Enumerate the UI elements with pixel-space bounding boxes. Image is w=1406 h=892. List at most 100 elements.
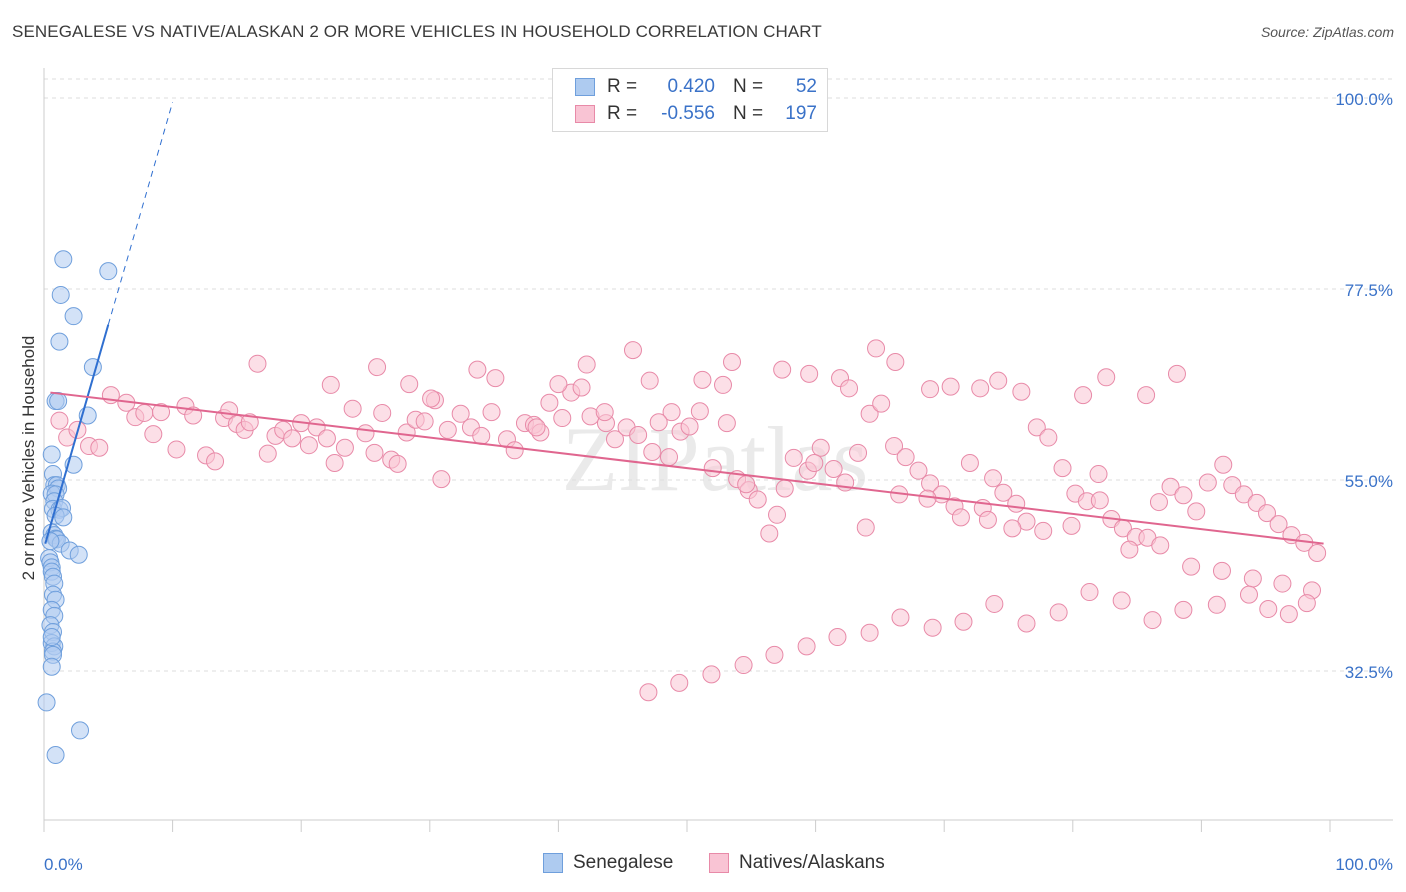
natives-point	[765, 645, 784, 664]
natives-point	[623, 341, 642, 360]
natives-point	[1257, 504, 1276, 523]
senegalese-point	[51, 285, 70, 304]
natives-point	[144, 425, 163, 444]
senegalese-point	[54, 508, 73, 527]
natives-point	[248, 354, 267, 373]
senegalese-point	[37, 693, 56, 712]
natives-point	[422, 389, 441, 408]
legend-r-value: 0.420	[667, 76, 715, 97]
natives-point	[714, 375, 733, 394]
natives-point	[828, 628, 847, 647]
bottom-legend-natives: Natives/Alaskans	[709, 852, 885, 874]
chart-title: SENEGALESE VS NATIVE/ALASKAN 2 OR MORE V…	[12, 22, 822, 41]
natives-point	[356, 424, 375, 443]
senegalese-point	[99, 262, 118, 281]
natives-point	[824, 459, 843, 478]
natives-point	[1089, 465, 1108, 484]
natives-point	[805, 454, 824, 473]
natives-point	[432, 470, 451, 489]
natives-point	[1027, 418, 1046, 437]
natives-point	[1214, 455, 1233, 474]
bottom-legend-label: Senegalese	[573, 852, 674, 873]
natives-point	[572, 378, 591, 397]
natives-point	[1234, 485, 1253, 504]
natives-point	[909, 461, 928, 480]
natives-point	[482, 403, 501, 422]
senegalese-point	[41, 532, 60, 551]
legend-row-senegalese: R = 0.420 N = 52	[575, 75, 817, 99]
natives-point	[690, 402, 709, 421]
senegalese-point	[50, 332, 69, 351]
senegalese-point	[42, 628, 61, 647]
natives-point	[90, 438, 109, 457]
natives-point	[717, 414, 736, 433]
legend-r-label: R =	[607, 103, 638, 124]
natives-point	[971, 379, 990, 398]
natives-point	[343, 399, 362, 418]
natives-point	[951, 508, 970, 527]
natives-point	[629, 426, 648, 445]
natives-point	[800, 364, 819, 383]
natives-point	[941, 377, 960, 396]
y-tick-label: 32.5%	[1345, 663, 1393, 682]
bottom-legend-senegalese: Senegalese	[543, 852, 673, 874]
natives-point	[1053, 459, 1072, 478]
natives-point	[643, 442, 662, 461]
natives-point	[670, 673, 689, 692]
bottom-legend-label: Natives/Alaskans	[739, 852, 885, 873]
natives-point	[1161, 477, 1180, 496]
natives-point	[365, 443, 384, 462]
natives-point	[1120, 540, 1139, 559]
natives-point	[1269, 515, 1288, 534]
natives-point	[368, 358, 387, 377]
natives-point	[1074, 386, 1093, 405]
natives-point	[702, 665, 721, 684]
natives-point	[317, 429, 336, 448]
natives-point	[1243, 569, 1262, 588]
natives-point	[373, 403, 392, 422]
natives-point	[50, 411, 69, 430]
natives-point	[734, 656, 753, 675]
natives-point	[797, 637, 816, 656]
natives-point	[388, 454, 407, 473]
bottom-legend-swatch-natives	[709, 853, 729, 873]
natives-point	[1049, 603, 1068, 622]
natives-point	[1174, 486, 1193, 505]
natives-point	[540, 393, 559, 412]
senegalese-trend-extension	[107, 102, 174, 325]
natives-point	[1207, 595, 1226, 614]
natives-point	[737, 475, 756, 494]
bottom-legend-swatch-senegalese	[543, 853, 563, 873]
natives-point	[640, 371, 659, 390]
natives-point	[659, 448, 678, 467]
natives-point	[1143, 611, 1162, 630]
natives-point	[867, 339, 886, 358]
natives-point	[1259, 600, 1278, 619]
natives-point	[840, 379, 859, 398]
natives-point	[553, 409, 572, 428]
natives-point	[240, 413, 259, 432]
natives-point	[1090, 491, 1109, 510]
natives-point	[1167, 364, 1186, 383]
legend-r-value: -0.556	[661, 103, 715, 124]
senegalese-point	[71, 721, 90, 740]
natives-point	[856, 518, 875, 537]
natives-point	[921, 380, 940, 399]
natives-point	[662, 403, 681, 422]
senegalese-trend-line	[44, 324, 110, 544]
natives-point	[549, 375, 568, 394]
natives-point	[1003, 519, 1022, 538]
natives-point	[1187, 502, 1206, 521]
natives-point	[577, 355, 596, 374]
natives-point	[1017, 614, 1036, 633]
natives-point	[984, 469, 1003, 488]
natives-point	[527, 418, 546, 437]
natives-point	[152, 403, 171, 422]
source-label: Source: ZipAtlas.com	[1260, 24, 1394, 40]
natives-point	[886, 353, 905, 372]
natives-point	[400, 375, 419, 394]
x-tick-label: 100.0%	[1335, 855, 1393, 874]
natives-point	[1198, 473, 1217, 492]
natives-point	[1097, 368, 1116, 387]
natives-point	[321, 375, 340, 394]
